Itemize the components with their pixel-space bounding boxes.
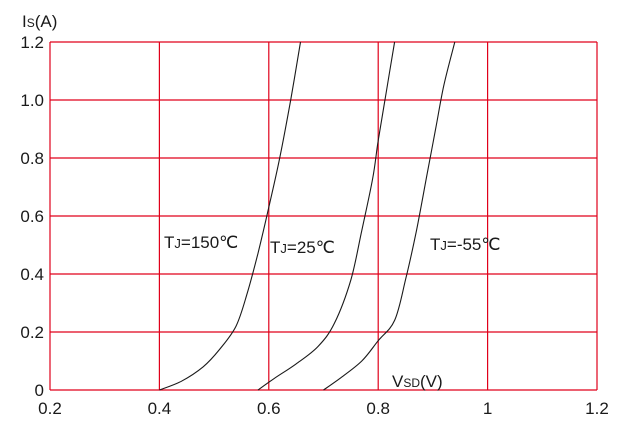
y-axis-title-unit: (A) <box>35 12 58 31</box>
x-tick-label-5: 1.2 <box>585 399 609 418</box>
series-label-25-rest: =25℃ <box>287 238 335 257</box>
y-axis-title-sub: S <box>27 16 35 30</box>
series-label-25: TJ=25℃ <box>270 238 335 257</box>
series-label-25-main: T <box>270 238 280 257</box>
series-label-150-rest: =150℃ <box>181 233 238 252</box>
x-tick-label-3: 0.8 <box>366 399 390 418</box>
series-label-150: TJ=150℃ <box>164 233 238 252</box>
y-tick-label-4: 0.8 <box>20 149 44 168</box>
x-axis-title-main: V <box>392 372 404 391</box>
series-label-minus55-rest: =-55℃ <box>447 235 501 254</box>
tick-labels: 0.2 0.4 0.6 0.8 1 1.200.20.40.60.81.01.2 <box>20 33 608 418</box>
x-tick-label-1: 0.4 <box>148 399 172 418</box>
y-tick-label-5: 1.0 <box>20 91 44 110</box>
y-tick-label-1: 0.2 <box>20 323 44 342</box>
x-tick-label-4: 1 <box>483 399 492 418</box>
grid <box>50 42 597 390</box>
y-axis-title: IS(A) <box>22 12 57 31</box>
x-tick-label-2: 0.6 <box>257 399 281 418</box>
y-tick-label-6: 1.2 <box>20 33 44 52</box>
series-label-150-main: T <box>164 233 174 252</box>
x-tick-label-0: 0.2 <box>38 399 62 418</box>
series-label-minus55-main: T <box>430 235 440 254</box>
series-label-minus55: TJ=-55℃ <box>430 235 500 254</box>
x-axis-title-sub: SD <box>403 376 420 390</box>
x-axis-title: VSD(V) <box>392 372 443 391</box>
y-tick-label-2: 0.4 <box>20 265 44 284</box>
y-tick-label-3: 0.6 <box>20 207 44 226</box>
y-tick-label-0: 0 <box>35 381 44 400</box>
x-axis-title-unit: (V) <box>420 372 443 391</box>
